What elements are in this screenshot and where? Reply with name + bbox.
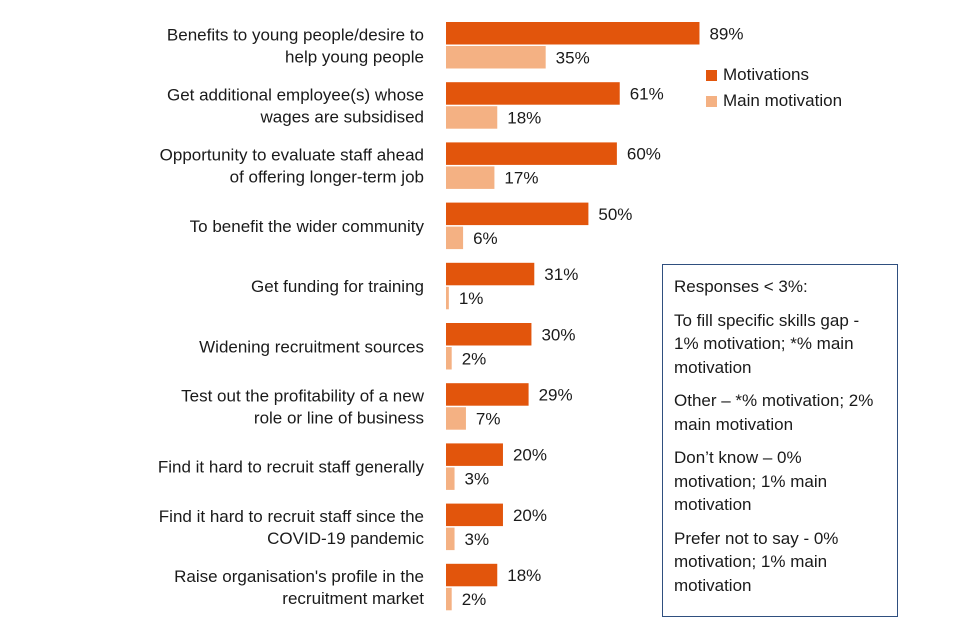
bar-main-motivation xyxy=(446,46,546,69)
bar-motivations xyxy=(446,383,529,406)
data-label-motivations: 20% xyxy=(513,506,547,525)
category-label: Opportunity to evaluate staff ahead of of… xyxy=(160,146,424,187)
category-label: To benefit the wider community xyxy=(190,217,425,236)
data-label-motivations: 61% xyxy=(630,84,664,103)
note-item: Don’t know – 0% motivation; 1% main moti… xyxy=(674,448,828,514)
bar-main-motivation xyxy=(446,166,495,189)
data-label-main-motivation: 17% xyxy=(504,169,538,188)
bar-motivations xyxy=(446,82,620,105)
bar-main-motivation xyxy=(446,226,464,250)
note-title: Responses < 3%: xyxy=(674,277,808,296)
bar-main-motivation xyxy=(446,527,455,551)
legend-item-motivations: Motivations xyxy=(706,62,842,88)
note-item: To fill specific skills gap - 1% motivat… xyxy=(674,310,860,377)
bar-motivations xyxy=(446,142,617,165)
bar-main-motivation xyxy=(446,407,466,430)
data-label-motivations: 89% xyxy=(709,24,743,43)
bar-main-motivation xyxy=(446,347,452,370)
legend-swatch-motivations xyxy=(706,69,717,81)
legend-label-motivations: Motivations xyxy=(723,65,809,84)
category-label: Find it hard to recruit staff generally xyxy=(158,458,425,477)
category-label: Get additional employee(s) whose wages ar… xyxy=(167,85,424,126)
data-label-main-motivation: 6% xyxy=(473,229,498,248)
data-label-main-motivation: 35% xyxy=(556,48,590,67)
responses-note-box: Responses < 3%: To fill specific skills … xyxy=(662,264,898,617)
category-label: Widening recruitment sources xyxy=(199,337,424,356)
bar-motivations xyxy=(446,22,700,45)
data-label-main-motivation: 7% xyxy=(476,409,501,428)
category-label: Raise organisation's profile in the recru… xyxy=(174,567,424,608)
category-label: Benefits to young people/desire to help y… xyxy=(167,25,424,66)
legend: Motivations Main motivation xyxy=(706,62,842,114)
bar-motivations xyxy=(446,323,532,346)
legend-label-main-motivation: Main motivation xyxy=(723,91,843,110)
legend-item-main-motivation: Main motivation xyxy=(706,88,842,114)
bar-motivations xyxy=(446,202,589,226)
bar-motivations xyxy=(446,262,535,286)
note-item: Prefer not to say - 0% motivation; 1% ma… xyxy=(674,528,839,595)
data-label-main-motivation: 3% xyxy=(465,530,490,549)
data-label-main-motivation: 2% xyxy=(462,349,487,368)
bar-motivations xyxy=(446,443,503,466)
note-item: Other – *% motivation; 2% main motivatio… xyxy=(674,391,874,434)
data-label-main-motivation: 2% xyxy=(462,590,487,609)
data-label-motivations: 18% xyxy=(507,566,541,585)
bar-main-motivation xyxy=(446,467,455,490)
data-label-motivations: 50% xyxy=(598,205,632,224)
bar-motivations xyxy=(446,503,503,527)
bar-motivations xyxy=(446,563,498,587)
data-label-motivations: 30% xyxy=(541,325,575,344)
legend-swatch-main-motivation xyxy=(706,95,717,107)
data-label-main-motivation: 18% xyxy=(507,108,541,127)
bar-main-motivation xyxy=(446,286,449,310)
data-label-main-motivation: 1% xyxy=(459,289,484,308)
data-label-main-motivation: 3% xyxy=(465,470,490,489)
category-label: Find it hard to recruit staff since the C… xyxy=(159,507,425,548)
bar-main-motivation xyxy=(446,587,452,611)
data-label-motivations: 29% xyxy=(539,385,573,404)
category-label: Get funding for training xyxy=(251,277,424,296)
data-label-motivations: 60% xyxy=(627,145,661,164)
data-label-motivations: 31% xyxy=(544,265,578,284)
category-label: Test out the profitability of a new role … xyxy=(181,386,425,427)
data-label-motivations: 20% xyxy=(513,446,547,465)
bar-main-motivation xyxy=(446,106,498,129)
